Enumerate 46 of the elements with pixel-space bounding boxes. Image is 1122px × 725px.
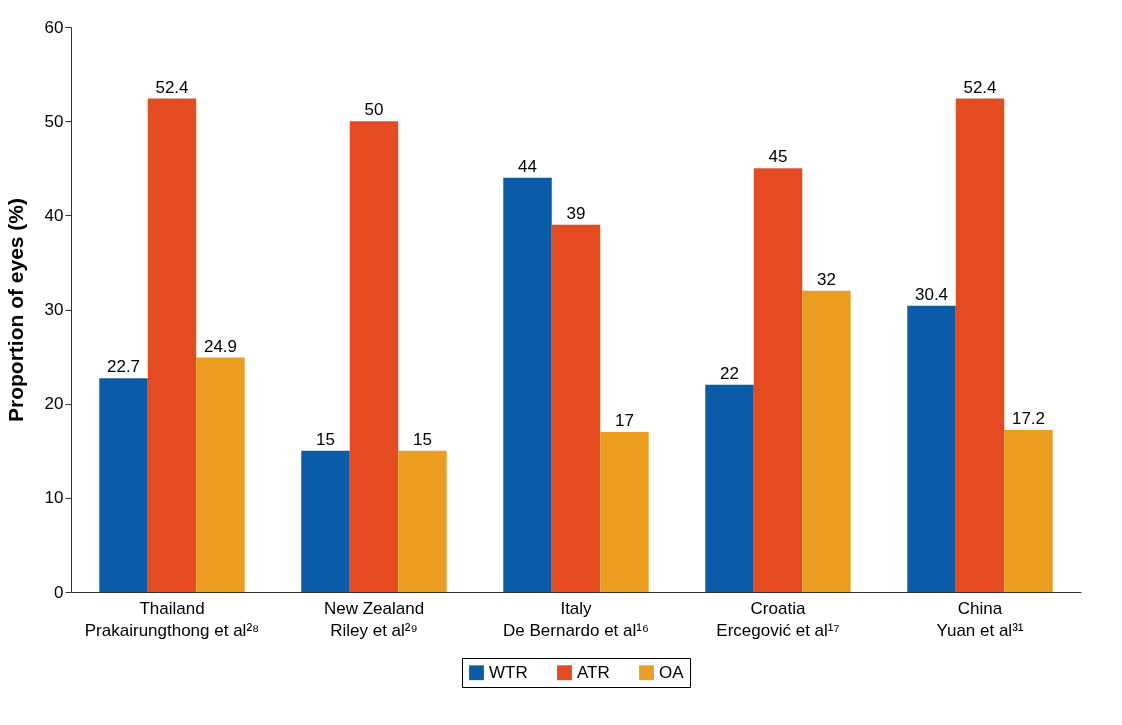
data-label: 17.2 — [1011, 409, 1046, 429]
legend-label: ATR — [577, 662, 610, 682]
data-label: 15 — [316, 429, 335, 449]
data-label: 22 — [720, 363, 739, 383]
bar — [955, 98, 1005, 592]
legend-label: WTR — [489, 662, 528, 682]
data-label: 44 — [518, 156, 537, 176]
data-label: 50 — [364, 100, 384, 120]
bar — [503, 177, 552, 592]
legend-label: OA — [659, 662, 685, 682]
bar — [398, 450, 447, 592]
bar — [147, 98, 197, 592]
y-axis-title: Proportion of eyes (%) — [3, 197, 27, 423]
data-label: 22.7 — [106, 357, 141, 377]
bar — [907, 305, 956, 592]
y-tick-label: 50 — [44, 111, 64, 131]
bar — [349, 121, 399, 592]
bar — [705, 384, 754, 592]
x-tick-label: Thailand Prakairungthong et al²⁸ — [84, 598, 260, 640]
data-label: 17 — [615, 410, 634, 430]
y-tick-label: 20 — [44, 394, 64, 414]
x-tick-label: China Yuan et al³¹ — [936, 598, 1024, 640]
bar — [196, 357, 245, 592]
data-label: 30.4 — [914, 284, 949, 304]
x-tick-label: New Zealand Riley et al²⁹ — [323, 598, 425, 640]
y-tick-label: 40 — [44, 205, 64, 225]
data-label: 52.4 — [963, 77, 997, 97]
bar — [551, 224, 601, 592]
y-tick-label: 10 — [44, 488, 64, 508]
y-tick-label: 30 — [44, 300, 64, 319]
data-label: 39 — [566, 203, 586, 223]
y-tick-label: 0 — [54, 582, 64, 602]
x-tick-label: Croatia Ercegović et al¹⁷ — [716, 598, 840, 640]
bar — [802, 290, 851, 592]
bar — [301, 450, 350, 592]
bar — [600, 431, 649, 592]
data-label: 45 — [768, 147, 788, 167]
bar — [753, 168, 803, 592]
data-label: 15 — [413, 429, 432, 449]
data-label: 32 — [817, 269, 836, 289]
data-label: 52.4 — [155, 77, 189, 97]
y-tick-label: 60 — [44, 17, 64, 37]
bar — [1004, 430, 1053, 592]
bar — [99, 378, 148, 592]
data-label: 24.9 — [203, 336, 238, 356]
x-tick-label: Italy De Bernardo et al¹⁶ — [503, 598, 649, 640]
